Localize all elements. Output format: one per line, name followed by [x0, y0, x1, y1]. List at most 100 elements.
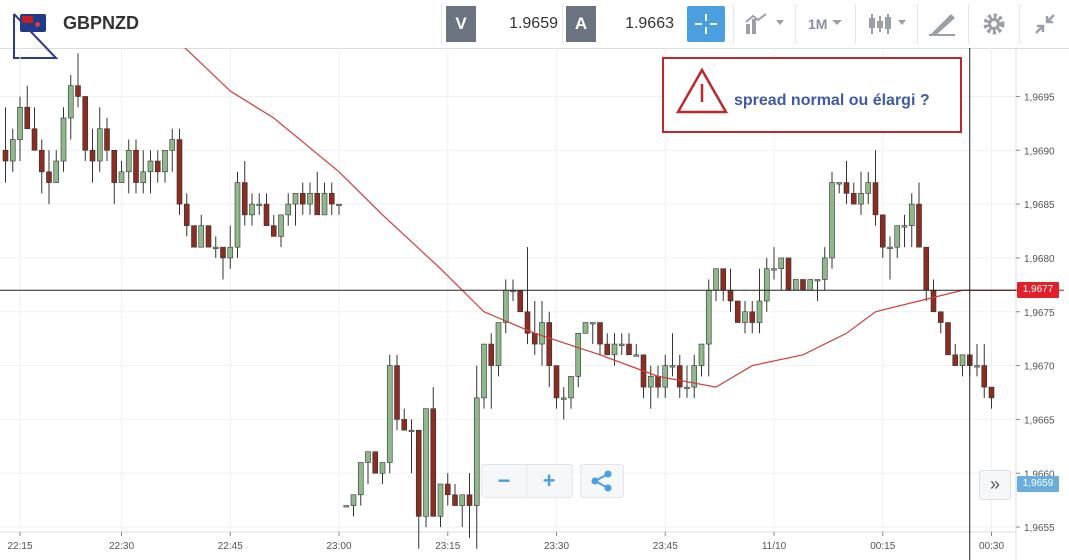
timeframe-dropdown[interactable]: 1M — [808, 16, 828, 32]
candle-body — [945, 322, 951, 356]
zoom-in-button[interactable]: + — [526, 465, 571, 497]
candle-body — [771, 268, 777, 271]
candle-body — [38, 149, 45, 173]
candlestick-icon[interactable] — [866, 12, 910, 36]
candle-body — [829, 182, 835, 259]
candle-body — [31, 128, 38, 151]
y-tick-label: 1,9655 — [1024, 523, 1055, 534]
candle-body — [974, 365, 980, 368]
candle-body — [894, 225, 901, 248]
candle-body — [249, 203, 255, 216]
candle-body — [589, 322, 596, 325]
warning-icon — [676, 68, 728, 114]
candle-body — [307, 193, 313, 205]
separator — [795, 4, 796, 44]
candle-body — [843, 182, 850, 194]
candle-body — [299, 193, 306, 205]
candle-body — [676, 365, 683, 388]
ask-price[interactable]: 1.9663 — [625, 15, 674, 32]
separator — [917, 4, 918, 44]
separator — [562, 4, 563, 44]
candle-body — [916, 203, 922, 248]
candle-body — [111, 149, 118, 183]
candle-body — [452, 494, 458, 506]
candle-body — [575, 332, 582, 377]
candle-body — [669, 365, 676, 368]
corner-triangle-icon — [13, 13, 58, 59]
x-tick-label: 23:15 — [435, 541, 460, 552]
candle-body — [611, 343, 618, 356]
candle-body — [256, 203, 263, 206]
compare-icon[interactable] — [744, 12, 788, 36]
candle-body — [401, 419, 408, 431]
candle-body — [684, 386, 690, 389]
bid-price[interactable]: 1.9659 — [509, 15, 558, 32]
x-tick-label: 23:00 — [326, 541, 351, 552]
share-button[interactable] — [580, 464, 624, 498]
candle-body — [662, 365, 669, 388]
y-tick-label: 1,9695 — [1024, 92, 1055, 103]
drawing-tool-icon[interactable] — [929, 12, 957, 36]
candle-body — [220, 246, 226, 259]
candle-body — [372, 451, 379, 474]
candle-body — [872, 182, 879, 216]
collapse-icon[interactable] — [1033, 12, 1057, 36]
candle-body — [191, 225, 197, 248]
candle-body — [394, 365, 400, 420]
candle-body — [705, 289, 712, 345]
candle-body — [321, 193, 328, 216]
candle-body — [604, 343, 611, 356]
candle-body — [481, 343, 487, 399]
candle-body — [423, 408, 429, 517]
candle-body — [162, 149, 168, 173]
candle-body — [459, 494, 466, 506]
candle-body — [560, 397, 567, 400]
candle-body — [821, 257, 828, 280]
y-tick-label: 1,9675 — [1024, 308, 1055, 319]
candle-body — [278, 214, 284, 237]
candle-body — [800, 279, 806, 291]
candle-body — [285, 203, 292, 216]
candle-body — [154, 160, 161, 173]
candle-body — [807, 279, 814, 291]
candle-body — [524, 311, 531, 334]
chevron-down-icon — [832, 20, 842, 25]
candle-body — [814, 279, 821, 282]
y-tick-label: 1,9690 — [1024, 146, 1055, 157]
candle-body — [981, 365, 988, 388]
scroll-to-latest-button[interactable]: » — [979, 470, 1011, 500]
candle-body — [865, 182, 872, 194]
candle-body — [879, 214, 886, 248]
x-tick-label: 00:30 — [979, 541, 1004, 552]
time-axis: 22:15 22:30 22:45 23:00 23:15 23:30 23:45 11/10… — [7, 532, 1004, 552]
candle-body — [655, 376, 661, 388]
price-chart[interactable]: 1,9695 1,9690 1,9685 1,9680 1,9675 1,9670 1,96… — [0, 48, 1069, 560]
candle-body — [444, 483, 451, 496]
candle-body — [133, 149, 139, 183]
candle-body — [437, 483, 444, 517]
top-toolbar: GBPNZD V 1.9659 A 1.9663 1M — [0, 0, 1069, 49]
candle-body — [582, 322, 589, 334]
candle-body — [9, 139, 16, 162]
candle-body — [517, 289, 524, 313]
candle-body — [923, 246, 930, 291]
candle-body — [785, 257, 792, 291]
candle-body — [89, 149, 96, 162]
candle-body — [169, 139, 176, 151]
crosshair-button[interactable] — [687, 6, 725, 42]
candlestick-series — [2, 53, 995, 549]
annotation-text: spread normal ou élargi ? — [734, 92, 930, 109]
candle-body — [553, 365, 560, 399]
candle-body — [60, 117, 67, 162]
separator — [733, 4, 734, 44]
candle-body — [727, 289, 734, 302]
candle-body — [473, 397, 480, 506]
gear-icon[interactable] — [982, 12, 1006, 36]
candle-body — [430, 408, 437, 517]
candle-body — [67, 85, 74, 119]
zoom-out-button[interactable]: − — [497, 468, 511, 493]
candle-body — [930, 289, 937, 313]
candle-body — [647, 376, 654, 388]
annotation-box: spread normal ou élargi ? — [662, 57, 962, 133]
candle-body — [379, 462, 386, 474]
